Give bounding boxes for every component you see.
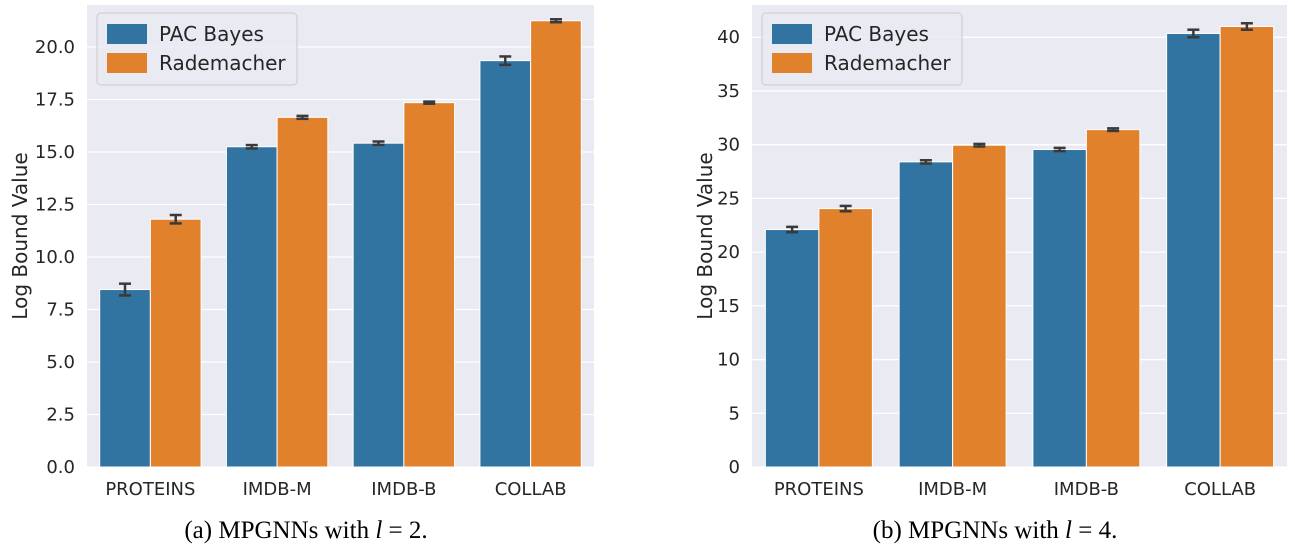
- x-tick-label: PROTEINS: [774, 479, 864, 500]
- legend-swatch-rademacher: [772, 53, 812, 73]
- y-axis-label: Log Bound Value: [8, 152, 32, 319]
- y-tick-label: 5.0: [46, 352, 75, 373]
- y-tick-label: 20.0: [35, 37, 75, 58]
- x-tick-label: IMDB-M: [918, 479, 987, 500]
- chart-caption: (b) MPGNNs with l = 4.: [873, 517, 1118, 544]
- chart-b: 0 5 10 15 20 25 30 35 40 PROTEINS IMDB-M IMDB-B COLL…: [693, 5, 1287, 544]
- bar-rademacher-imdb-m: [276, 116, 329, 468]
- y-tick-label: 17.5: [35, 90, 75, 111]
- y-tick-label: 12.5: [35, 195, 75, 216]
- bar-rademacher-collab: [1219, 25, 1275, 468]
- x-tick-label: IMDB-B: [371, 479, 436, 500]
- y-tick-label: 20: [717, 242, 740, 263]
- bar-pac-bayes-imdb-m: [898, 161, 954, 468]
- y-tick-label: 30: [717, 135, 740, 156]
- bar-pac-bayes-imdb-m: [225, 146, 278, 468]
- bar-rademacher-imdb-m: [952, 144, 1007, 468]
- y-tick-label: 25: [717, 188, 740, 209]
- bar-rademacher-collab: [530, 20, 582, 468]
- bar-rademacher-proteins: [149, 218, 202, 468]
- legend-swatch-pac-bayes: [772, 24, 812, 44]
- legend-label: Rademacher: [824, 51, 951, 75]
- x-tick-label: IMDB-M: [243, 479, 312, 500]
- bar-rademacher-imdb-b: [1085, 129, 1141, 468]
- y-tick-label: 2.5: [46, 405, 75, 426]
- y-tick-label: 35: [717, 81, 740, 102]
- bar-pac-bayes-imdb-b: [1032, 149, 1087, 468]
- chart-a: 0.0 2.5 5.0 7.5 10.0 12.5 15.0 17.5 20.0 PROTEINS…: [8, 5, 594, 544]
- y-tick-label: 10.0: [35, 247, 75, 268]
- legend-label: Rademacher: [159, 51, 286, 75]
- y-tick-label: 15: [717, 296, 740, 317]
- chart-caption: (a) MPGNNs with l = 2.: [184, 517, 427, 544]
- bar-pac-bayes-collab: [479, 60, 532, 468]
- legend-swatch-pac-bayes: [107, 24, 147, 44]
- y-tick-label: 7.5: [46, 300, 75, 321]
- bar-rademacher-imdb-b: [403, 102, 456, 468]
- bar-pac-bayes-proteins: [764, 229, 820, 468]
- y-tick-label: 5: [729, 403, 740, 424]
- bar-pac-bayes-imdb-b: [352, 142, 405, 468]
- y-tick-label: 40: [717, 27, 740, 48]
- x-tick-label: PROTEINS: [105, 479, 195, 500]
- y-tick-label: 10: [717, 350, 740, 371]
- x-tick-label: COLLAB: [495, 479, 567, 500]
- legend-label: PAC Bayes: [159, 22, 264, 46]
- x-tick-label: COLLAB: [1184, 479, 1256, 500]
- bar-pac-bayes-collab: [1166, 32, 1221, 468]
- bar-rademacher-proteins: [818, 208, 873, 468]
- y-axis-label: Log Bound Value: [693, 152, 717, 319]
- bar-pac-bayes-proteins: [99, 289, 151, 468]
- legend-label: PAC Bayes: [824, 22, 929, 46]
- y-tick-label: 0: [729, 457, 740, 478]
- y-tick-label: 15.0: [35, 142, 75, 163]
- legend-swatch-rademacher: [107, 53, 147, 73]
- y-tick-label: 0.0: [46, 457, 75, 478]
- x-tick-label: IMDB-B: [1054, 479, 1119, 500]
